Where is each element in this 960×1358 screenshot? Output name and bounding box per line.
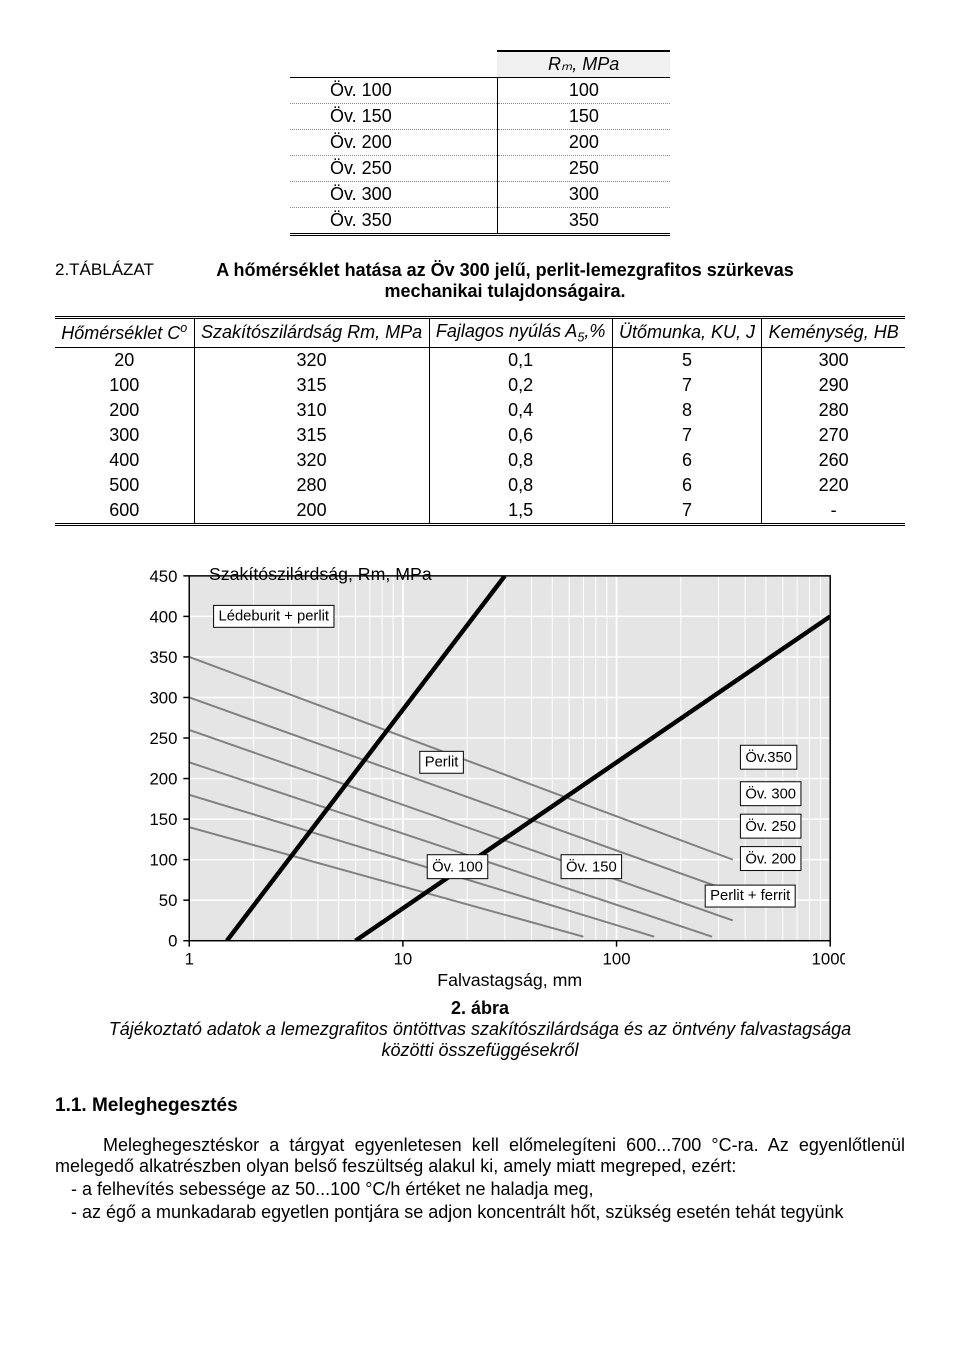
svg-text:250: 250 — [149, 729, 177, 748]
svg-text:Perlit: Perlit — [425, 754, 459, 770]
svg-text:Öv. 200: Öv. 200 — [745, 849, 796, 867]
svg-text:50: 50 — [159, 891, 178, 910]
strength-thickness-chart: 0 50 100 150 200 250 300 350 400 450 1 10 100 1000 Fal… — [135, 566, 845, 990]
svg-text:Öv. 300: Öv. 300 — [745, 784, 796, 802]
svg-text:Öv.350: Öv.350 — [745, 748, 792, 766]
section-heading: 1.1. Meleghegesztés — [55, 1095, 905, 1117]
svg-text:Szakítószilárdság, Rm, MPa: Szakítószilárdság, Rm, MPa — [209, 566, 432, 584]
svg-text:450: 450 — [149, 566, 177, 585]
body-bullet-2: - az égő a munkadarab egyetlen pontjára … — [81, 1202, 905, 1223]
svg-text:Öv. 100: Öv. 100 — [432, 857, 483, 875]
svg-text:150: 150 — [149, 810, 177, 829]
svg-text:Falvastagság, mm: Falvastagság, mm — [437, 970, 582, 990]
table-row: 4003200,86260 — [55, 448, 905, 473]
svg-text:1000: 1000 — [812, 949, 845, 968]
table1-h2: Rₘ, MPa — [497, 51, 670, 78]
table-row: Öv. 250250 — [290, 156, 670, 182]
table-row: Öv. 300300 — [290, 182, 670, 208]
svg-text:10: 10 — [394, 949, 413, 968]
table-row: 3003150,67270 — [55, 423, 905, 448]
body-paragraph: Meleghegesztéskor a tárgyat egyenletesen… — [55, 1135, 905, 1177]
svg-text:200: 200 — [149, 769, 177, 788]
table-row: Öv. 150150 — [290, 104, 670, 130]
table-temperature-properties: Hőmérséklet CoSzakítószilárdság Rm, MPaF… — [55, 316, 905, 526]
svg-text:350: 350 — [149, 647, 177, 666]
table2-caption-label: 2.TÁBLÁZAT — [55, 260, 165, 302]
body-bullet-1: - a felhevítés sebessége az 50...100 °C/… — [81, 1179, 905, 1200]
svg-text:Öv. 250: Öv. 250 — [745, 817, 796, 835]
svg-text:400: 400 — [149, 607, 177, 626]
figure-number: 2. ábra — [95, 998, 865, 1019]
svg-text:Lédeburit + perlit: Lédeburit + perlit — [219, 608, 330, 624]
table-row: Öv. 350350 — [290, 208, 670, 235]
svg-text:Perlit + ferrit: Perlit + ferrit — [710, 888, 790, 904]
svg-text:300: 300 — [149, 688, 177, 707]
table-row: 2003100,48280 — [55, 398, 905, 423]
svg-text:0: 0 — [168, 931, 177, 950]
table-row: Öv. 100100 — [290, 78, 670, 104]
table-row: 6002001,57- — [55, 498, 905, 525]
table2-caption-text: A hőmérséklet hatása az Öv 300 jelű, per… — [165, 260, 905, 302]
svg-text:100: 100 — [603, 949, 631, 968]
figure-caption: Tájékoztató adatok a lemezgrafitos öntöt… — [95, 1019, 865, 1061]
table-row: Öv. 200200 — [290, 130, 670, 156]
svg-text:100: 100 — [149, 850, 177, 869]
svg-text:Öv. 150: Öv. 150 — [566, 857, 617, 875]
table-row: 5002800,86220 — [55, 473, 905, 498]
table1-h1 — [290, 51, 497, 78]
table-row: 203200,15300 — [55, 347, 905, 373]
svg-text:1: 1 — [185, 949, 194, 968]
table-row: 1003150,27290 — [55, 373, 905, 398]
table-ov-rm: Rₘ, MPa Öv. 100100Öv. 150150Öv. 200200Öv… — [290, 50, 670, 236]
